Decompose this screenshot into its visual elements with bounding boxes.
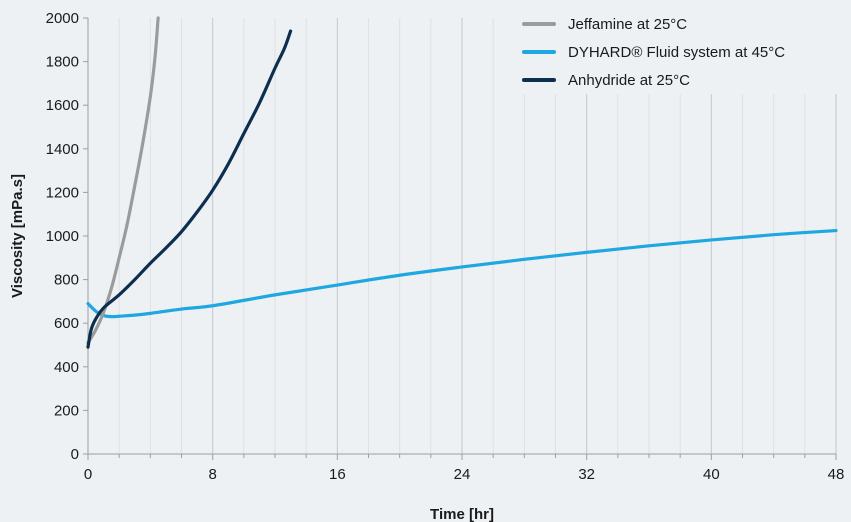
x-tick-label: 40	[703, 466, 720, 483]
y-tick-label: 1200	[46, 184, 79, 201]
x-axis-title: Time [hr]	[430, 506, 494, 522]
y-tick-label: 1400	[46, 141, 79, 158]
y-tick-label: 600	[54, 315, 79, 332]
y-tick-label: 2000	[46, 10, 79, 27]
series-lines	[86, 16, 838, 349]
x-tick-label: 16	[329, 466, 346, 483]
series-line-2	[86, 29, 293, 349]
y-tick-labels: 0 200 400 600 800 1000 1200 1400 1600 1800 2000	[46, 10, 88, 463]
axes	[87, 18, 836, 455]
x-tick-labels: 0 8 16 24 32 40 48	[84, 454, 845, 483]
grid	[118, 18, 837, 454]
x-tick-label: 8	[208, 466, 216, 483]
legend: Jeffamine at 25°C DYHARD® Fluid system at…	[504, 4, 842, 94]
y-axis-title: Viscosity [mPa.s]	[9, 174, 26, 298]
legend-label: Anhydride at 25°C	[568, 72, 690, 89]
x-tick-label: 0	[84, 466, 92, 483]
series-line-0	[86, 16, 160, 345]
x-tick-label: 48	[828, 466, 845, 483]
x-tick-label: 32	[578, 466, 595, 483]
series-line-1	[86, 228, 838, 319]
y-tick-label: 1600	[46, 97, 79, 114]
legend-label: Jeffamine at 25°C	[568, 16, 687, 33]
y-tick-label: 1800	[46, 54, 79, 71]
legend-label: DYHARD® Fluid system at 45°C	[568, 44, 785, 61]
legend-background	[504, 4, 842, 94]
y-tick-label: 800	[54, 272, 79, 289]
x-tick-label: 24	[454, 466, 471, 483]
y-tick-label: 200	[54, 402, 79, 419]
y-tick-label: 400	[54, 359, 79, 376]
y-tick-label: 1000	[46, 228, 79, 245]
y-tick-label: 0	[71, 446, 79, 463]
